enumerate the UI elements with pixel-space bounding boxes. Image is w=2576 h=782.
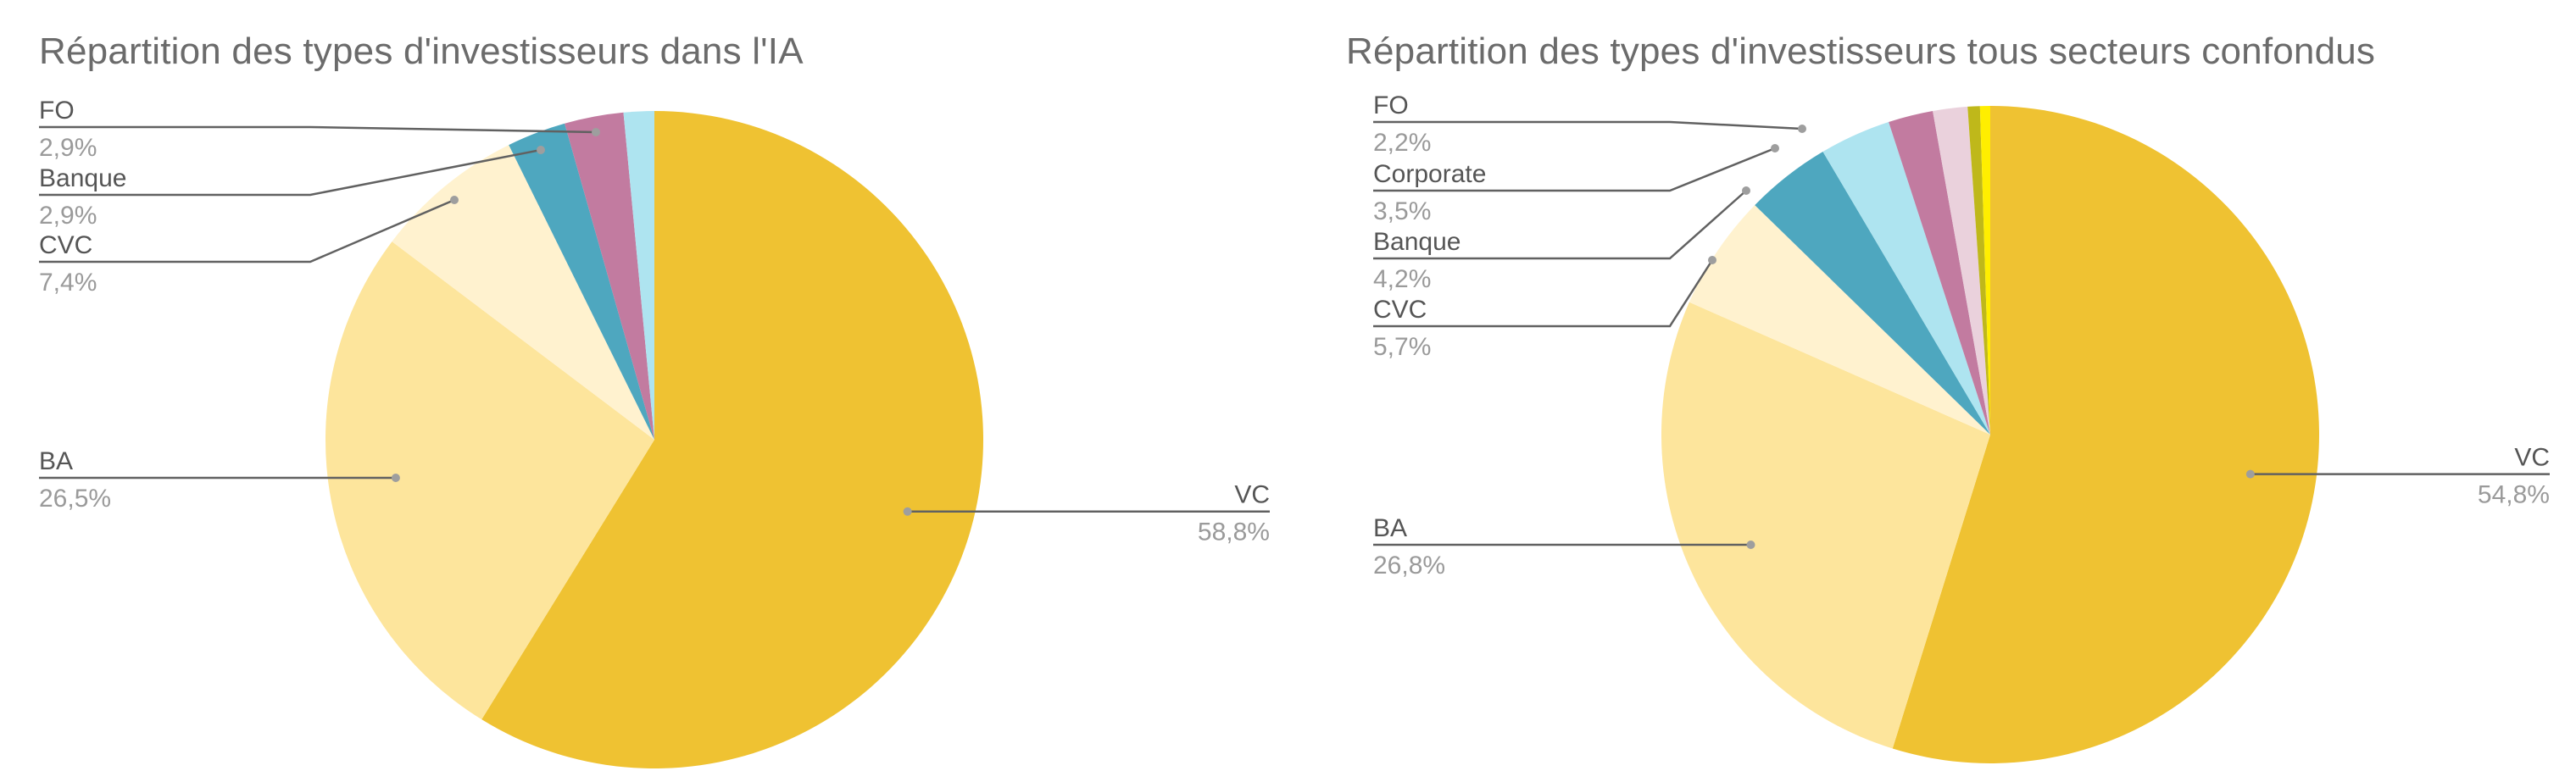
leader-dot [537, 146, 545, 154]
slice-value-label: 26,5% [39, 485, 111, 513]
slice-name-label: VC [1234, 481, 1270, 509]
slice-value-label: 2,9% [39, 134, 97, 162]
slice-label-fo: FO 2,9% [39, 97, 600, 162]
chart-title: Répartition des types d'investisseurs da… [39, 31, 804, 72]
pie-slice-other-7 [1967, 106, 1990, 435]
leader-line [1373, 259, 1714, 328]
pie-svg: VC 54,8% BA 26,8% CVC 5,7% Banque 4,2% Corporate… [1373, 92, 2550, 764]
slice-name-label: Corporate [1373, 160, 1486, 188]
leader-line [1373, 120, 1803, 130]
pie-slices [1661, 106, 2320, 764]
leader-dot [1708, 256, 1716, 264]
slice-name-label: VC [2514, 444, 2550, 472]
pie-slice-banque [1755, 152, 1990, 435]
pie-slice-ba [1661, 302, 1990, 749]
slice-value-label: 2,2% [1373, 129, 1431, 157]
leader-line [1373, 147, 1776, 192]
slice-value-label: 4,2% [1373, 265, 1431, 293]
slice-name-label: CVC [1373, 296, 1427, 324]
leader-line [39, 198, 455, 263]
leader-line [39, 148, 542, 197]
pie-slice-cvc [392, 145, 654, 440]
slice-name-label: CVC [39, 231, 92, 259]
slice-label-corporate: Corporate 3,5% [1373, 144, 1779, 225]
slice-value-label: 7,4% [39, 269, 97, 297]
slice-value-label: 2,9% [39, 202, 97, 230]
leader-dot [903, 507, 912, 516]
pie-chart-all-sectors: Répartition des types d'investisseurs to… [1297, 0, 2576, 782]
leader-dot [1742, 186, 1750, 195]
leader-line [1373, 190, 1747, 260]
slice-label-cvc: CVC 7,4% [39, 196, 459, 297]
pie-slice-fo [565, 112, 654, 440]
slice-name-label: Banque [39, 164, 126, 192]
pie-slice-vc [481, 111, 983, 769]
slice-name-label: Banque [1373, 228, 1460, 256]
slice-label-cvc: CVC 5,7% [1373, 256, 1716, 361]
slice-label-banque: Banque 2,9% [39, 146, 545, 230]
slice-label-ba: BA 26,5% [39, 447, 400, 513]
slice-value-label: 58,8% [1198, 519, 1270, 546]
slice-name-label: FO [1373, 92, 1409, 119]
slice-value-label: 26,8% [1373, 552, 1445, 580]
pie-slices [325, 111, 983, 769]
slice-label-vc: VC 58,8% [903, 481, 1270, 546]
slice-label-ba: BA 26,8% [1373, 514, 1755, 580]
chart-title: Répartition des types d'investisseurs to… [1346, 31, 2376, 72]
pie-chart-ai: Répartition des types d'investisseurs da… [39, 31, 1270, 769]
slice-label-banque: Banque 4,2% [1373, 186, 1750, 293]
pie-slice-other-8 [1979, 106, 1990, 435]
leader-dot [1746, 541, 1755, 549]
pie-slice-vc [1892, 106, 2320, 764]
leader-dot [592, 128, 600, 136]
leader-line [39, 125, 597, 134]
slice-value-label: 5,7% [1373, 333, 1431, 361]
pie-slice-other-5 [623, 111, 654, 440]
leader-dot [450, 196, 459, 204]
slice-name-label: BA [1373, 514, 1407, 542]
leader-dot [2245, 469, 2255, 479]
leader-dot [1798, 125, 1806, 133]
slice-value-label: 54,8% [2478, 481, 2550, 509]
slice-label-fo: FO 2,2% [1373, 92, 1806, 157]
leader-dot [1771, 144, 1779, 153]
pie-slice-banque [509, 123, 654, 440]
leader-dot [391, 474, 400, 482]
pie-slice-other-6 [1933, 106, 1990, 435]
slice-name-label: FO [39, 97, 75, 125]
pie-slice-fo [1889, 110, 1990, 435]
pie-slice-corporate [1822, 121, 1990, 435]
pie-slice-ba [325, 241, 654, 720]
slice-name-label: BA [39, 447, 73, 475]
slice-label-vc: VC 54,8% [2245, 444, 2550, 509]
slice-value-label: 3,5% [1373, 197, 1431, 225]
pie-slice-cvc [1689, 205, 1990, 435]
